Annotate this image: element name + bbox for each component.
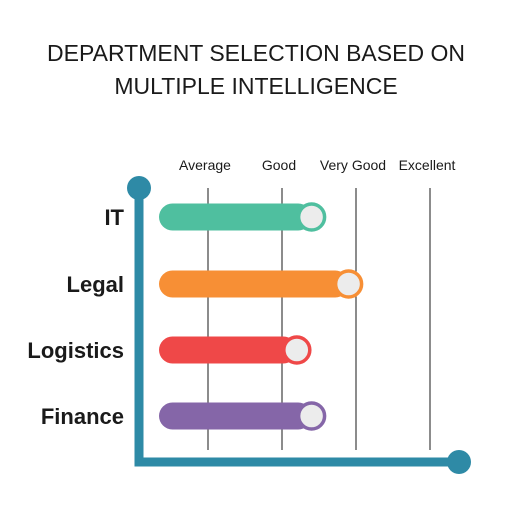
bar-it xyxy=(159,203,312,231)
chart-title-line-2: MULTIPLE INTELLIGENCE xyxy=(114,73,397,99)
chart-title: DEPARTMENT SELECTION BASED ON MULTIPLE I… xyxy=(47,40,465,99)
bar-end-knob-it xyxy=(296,202,327,232)
level-label-average: Average xyxy=(179,157,231,173)
axes xyxy=(127,176,471,474)
bar-end-knob-legal xyxy=(333,269,364,299)
bars xyxy=(159,202,364,431)
category-label-it: IT xyxy=(104,205,124,230)
category-label-legal: Legal xyxy=(67,272,124,297)
category-label-finance: Finance xyxy=(41,404,124,429)
category-labels: IT Legal Logistics Finance xyxy=(27,205,124,429)
bar-end-knob-finance xyxy=(296,401,327,431)
axis-top-dot xyxy=(127,176,151,200)
axis-end-dot xyxy=(447,450,471,474)
level-label-very-good: Very Good xyxy=(320,157,386,173)
bar-logistics xyxy=(159,336,297,364)
bar-end-knob-logistics xyxy=(282,335,312,365)
level-label-excellent: Excellent xyxy=(399,157,456,173)
axis-line xyxy=(134,188,458,467)
level-labels: Average Good Very Good Excellent xyxy=(179,157,455,173)
bar-legal xyxy=(159,270,349,298)
chart-title-line-1: DEPARTMENT SELECTION BASED ON xyxy=(47,40,465,66)
bar-finance xyxy=(159,402,312,430)
level-label-good: Good xyxy=(262,157,296,173)
category-label-logistics: Logistics xyxy=(27,338,124,363)
